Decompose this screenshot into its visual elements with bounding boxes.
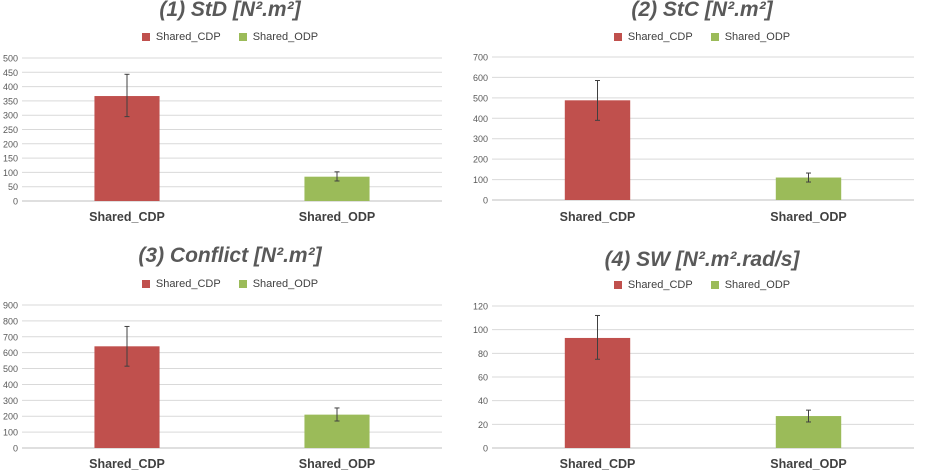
chart-title: (1) StD [N².m²] (159, 0, 301, 21)
legend-swatch-odp (710, 281, 719, 289)
legend-item-odp: Shared_ODP (710, 279, 791, 291)
y-tick-label: 100 (473, 175, 488, 185)
x-tick-label: Shared_CDP (560, 210, 636, 224)
legend-label: Shared_ODP (252, 278, 319, 290)
legend-item-odp: Shared_ODP (710, 31, 791, 43)
y-tick-label: 100 (473, 325, 488, 335)
chart-title: (3) Conflict [N².m²] (138, 244, 322, 267)
y-tick-label: 120 (473, 302, 488, 312)
y-tick-label: 700 (473, 53, 488, 63)
y-tick-label: 300 (3, 396, 18, 406)
y-tick-label: 150 (3, 154, 18, 164)
y-tick-label: 600 (3, 348, 18, 358)
x-tick-label: Shared_ODP (299, 210, 375, 224)
y-tick-label: 0 (483, 444, 488, 454)
legend-swatch-cdp (613, 33, 622, 41)
legend-swatch-odp (238, 33, 247, 41)
chart-panel-3: (3) Conflict [N².m²] Shared_CDP Shared_O… (0, 242, 460, 474)
y-tick-label: 0 (483, 196, 488, 206)
legend: Shared_CDP Shared_ODP (470, 31, 934, 43)
chart-title: (4) SW [N².m².rad/s] (604, 248, 800, 271)
legend-label: Shared_CDP (627, 279, 693, 291)
y-tick-label: 350 (3, 96, 18, 106)
y-tick-label: 40 (478, 396, 488, 406)
y-tick-label: 500 (473, 93, 488, 103)
legend-swatch-odp (710, 33, 719, 41)
y-tick-label: 400 (3, 380, 18, 390)
y-tick-label: 300 (3, 111, 18, 121)
y-tick-label: 450 (3, 68, 18, 78)
y-tick-label: 200 (473, 155, 488, 165)
x-tick-label: Shared_CDP (89, 457, 165, 471)
legend-swatch-cdp (141, 280, 150, 288)
y-tick-label: 400 (473, 114, 488, 124)
legend-label: Shared_ODP (724, 31, 791, 43)
y-tick-label: 20 (478, 420, 488, 430)
legend-swatch-odp (238, 280, 247, 288)
legend-item-odp: Shared_ODP (238, 31, 319, 43)
legend: Shared_CDP Shared_ODP (0, 31, 460, 43)
y-tick-label: 250 (3, 125, 18, 135)
legend-item-cdp: Shared_CDP (141, 31, 221, 43)
chart-panel-4: (4) SW [N².m².rad/s] Shared_CDP Shared_O… (470, 242, 934, 474)
chart-panel-1: (1) StD [N².m²] Shared_CDP Shared_ODP 0 5… (0, 0, 460, 232)
legend-item-odp: Shared_ODP (238, 278, 319, 290)
x-tick-label: Shared_ODP (299, 457, 375, 471)
legend-swatch-cdp (613, 281, 622, 289)
y-tick-label: 500 (3, 364, 18, 374)
y-tick-label: 800 (3, 316, 18, 326)
plot-area: 0 20 40 60 80 100 120 Shared_CDP Shared_ODP (473, 302, 914, 471)
legend-item-cdp: Shared_CDP (613, 31, 693, 43)
y-tick-label: 700 (3, 332, 18, 342)
y-tick-label: 60 (478, 373, 488, 383)
legend-label: Shared_CDP (155, 278, 221, 290)
x-tick-label: Shared_ODP (770, 457, 846, 471)
legend: Shared_CDP Shared_ODP (470, 279, 934, 291)
plot-area: 0 50 100 150 200 250 300 350 400 450 500 Shared_CDP… (3, 54, 442, 224)
y-tick-label: 100 (3, 168, 18, 178)
y-tick-label: 200 (3, 139, 18, 149)
legend-label: Shared_CDP (627, 31, 693, 43)
x-tick-label: Shared_CDP (560, 457, 636, 471)
y-tick-label: 0 (13, 197, 18, 207)
chart-panel-2: (2) StC [N².m²] Shared_CDP Shared_ODP 0 1… (470, 0, 934, 232)
legend-item-cdp: Shared_CDP (141, 278, 221, 290)
y-tick-label: 80 (478, 349, 488, 359)
x-tick-label: Shared_CDP (89, 210, 165, 224)
legend-swatch-cdp (141, 33, 150, 41)
y-tick-label: 50 (8, 182, 18, 192)
y-tick-label: 100 (3, 428, 18, 438)
y-tick-label: 600 (473, 73, 488, 83)
y-tick-label: 900 (3, 301, 18, 311)
y-tick-label: 500 (3, 54, 18, 64)
bar-shared-odp (775, 177, 842, 200)
legend-label: Shared_CDP (155, 31, 221, 43)
y-tick-label: 200 (3, 412, 18, 422)
legend-item-cdp: Shared_CDP (613, 279, 693, 291)
x-tick-label: Shared_ODP (770, 210, 846, 224)
legend-label: Shared_ODP (252, 31, 319, 43)
y-tick-label: 400 (3, 82, 18, 92)
plot-area: 0 100 200 300 400 500 600 700 Shared_CDP Shared_O… (473, 53, 914, 224)
y-tick-label: 300 (473, 134, 488, 144)
legend-label: Shared_ODP (724, 279, 791, 291)
y-tick-label: 0 (13, 444, 18, 454)
plot-area: 0 100 200 300 400 500 600 700 800 900 Shared_CDP Sh… (3, 301, 442, 471)
legend: Shared_CDP Shared_ODP (0, 278, 460, 290)
chart-title: (2) StC [N².m²] (631, 0, 773, 21)
